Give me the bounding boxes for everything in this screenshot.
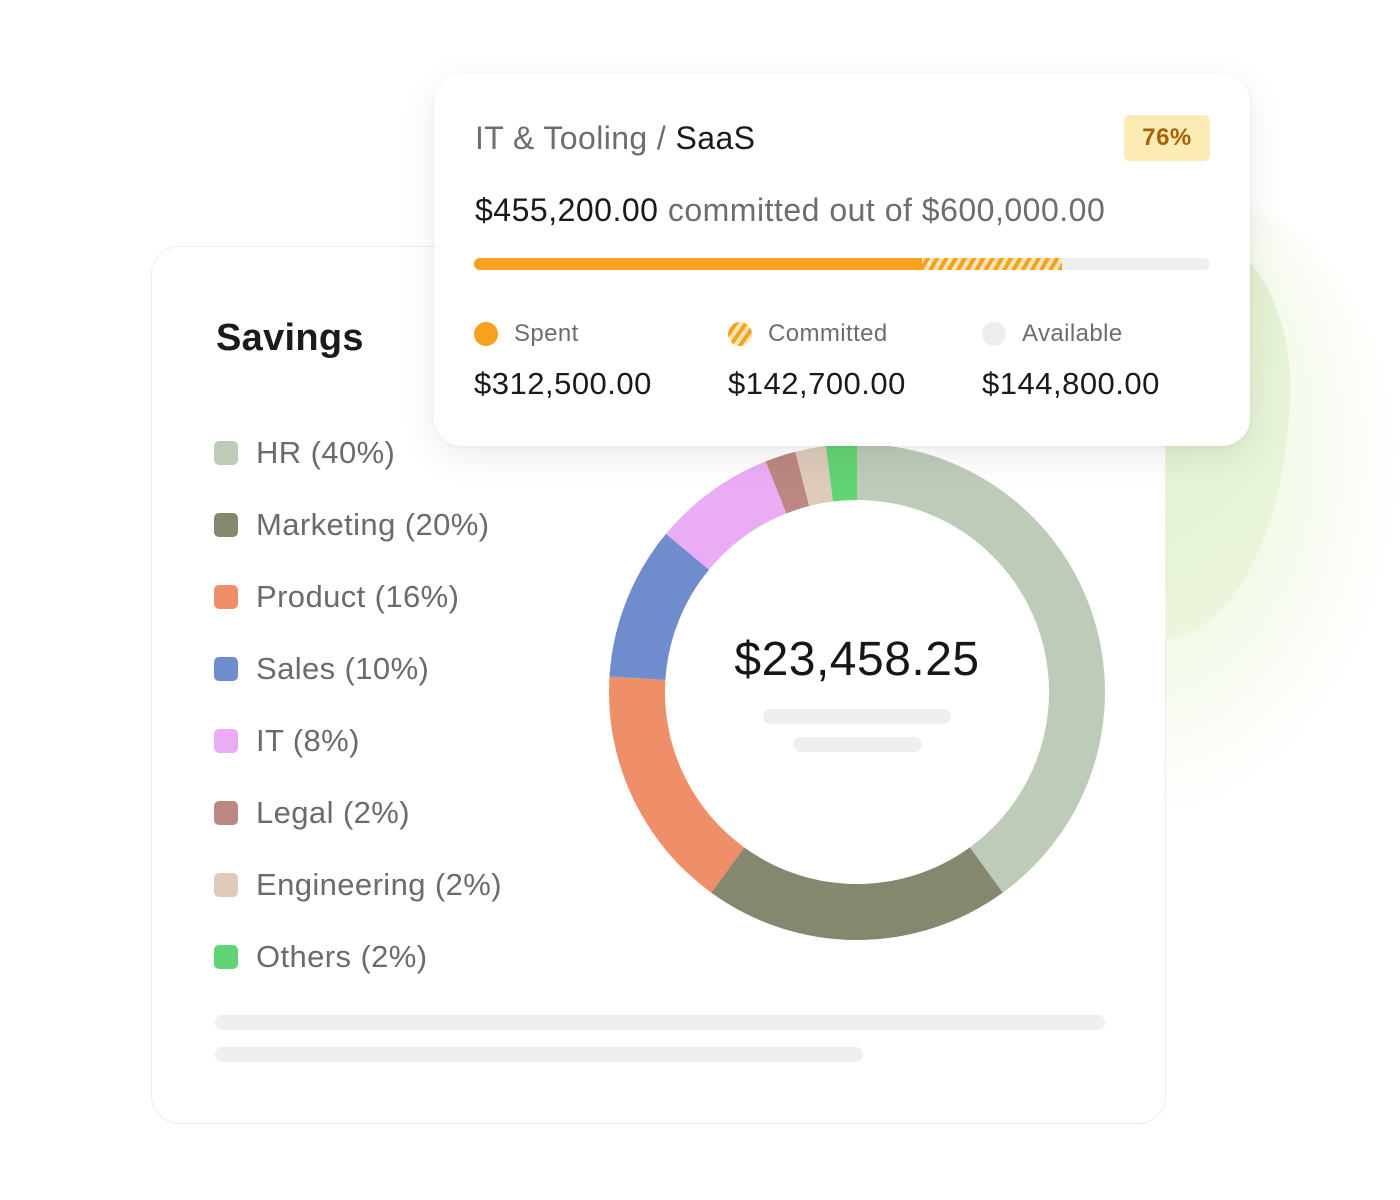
- savings-legend: HR (40%) Marketing (20%) Product (16%) S…: [214, 417, 502, 993]
- donut-slice-others[interactable]: [825, 444, 857, 502]
- legend-swatch: [214, 945, 238, 969]
- legend-item-marketing: Marketing (20%): [214, 489, 502, 561]
- placeholder-bar: [215, 1015, 1105, 1030]
- placeholder-bar: [215, 1047, 863, 1062]
- progress-spent-segment: [474, 258, 923, 270]
- breadcrumb: IT & Tooling / SaaS: [475, 120, 755, 157]
- legend-swatch: [214, 513, 238, 537]
- committed-total: $455,200.00: [475, 192, 659, 228]
- legend-swatch: [214, 873, 238, 897]
- stat-available: Available $144,800.00: [982, 319, 1236, 402]
- donut-slice-sales[interactable]: [609, 533, 710, 680]
- percent-badge: 76%: [1124, 115, 1210, 161]
- legend-item-engineering: Engineering (2%): [214, 849, 502, 921]
- savings-title: Savings: [216, 317, 364, 359]
- committed-dot-icon: [728, 322, 752, 346]
- available-dot-icon: [982, 322, 1006, 346]
- stat-value: $312,500.00: [474, 366, 652, 401]
- budget-detail-card[interactable]: IT & Tooling / SaaS 76% $455,200.00 comm…: [434, 74, 1250, 446]
- legend-item-sales: Sales (10%): [214, 633, 502, 705]
- donut-slice-it[interactable]: [665, 461, 787, 570]
- legend-swatch: [214, 729, 238, 753]
- commitment-text: committed out of: [658, 192, 922, 228]
- stat-label: Spent: [514, 320, 579, 347]
- breadcrumb-separator: /: [647, 120, 676, 156]
- legend-label: Others (2%): [256, 939, 428, 974]
- legend-item-hr: HR (40%): [214, 417, 502, 489]
- legend-item-others: Others (2%): [214, 921, 502, 993]
- legend-label: HR (40%): [256, 435, 396, 470]
- donut-slice-legal[interactable]: [765, 451, 810, 514]
- legend-label: Marketing (20%): [256, 507, 490, 542]
- legend-label: Engineering (2%): [256, 867, 502, 902]
- progress-committed-segment: [922, 258, 1063, 270]
- placeholder-bar: [763, 709, 951, 724]
- spent-dot-icon: [474, 322, 498, 346]
- donut-slice-hr[interactable]: [857, 444, 1105, 893]
- donut-slice-engineering[interactable]: [795, 445, 833, 507]
- legend-label: IT (8%): [256, 723, 360, 758]
- stat-label: Committed: [768, 320, 888, 347]
- legend-swatch: [214, 657, 238, 681]
- stat-value: $144,800.00: [982, 366, 1160, 401]
- legend-swatch: [214, 585, 238, 609]
- legend-item-legal: Legal (2%): [214, 777, 502, 849]
- legend-swatch: [214, 441, 238, 465]
- donut-slice-product[interactable]: [609, 676, 745, 893]
- legend-label: Product (16%): [256, 579, 460, 614]
- commitment-summary: $455,200.00 committed out of $600,000.00: [475, 192, 1105, 229]
- breadcrumb-subcategory: SaaS: [675, 120, 756, 156]
- legend-item-product: Product (16%): [214, 561, 502, 633]
- savings-donut-chart: [609, 444, 1105, 940]
- stat-spent: Spent $312,500.00: [474, 319, 728, 402]
- budget-stats: Spent $312,500.00 Committed $142,700.00 …: [474, 319, 1236, 402]
- breadcrumb-category[interactable]: IT & Tooling: [475, 120, 648, 156]
- budget-limit: $600,000.00: [921, 192, 1106, 228]
- budget-progress-bar: [474, 258, 1210, 270]
- savings-card: Savings HR (40%) Marketing (20%) Product…: [151, 246, 1166, 1124]
- donut-slice-marketing[interactable]: [711, 847, 1003, 940]
- legend-item-it: IT (8%): [214, 705, 502, 777]
- savings-total: $23,458.25: [734, 633, 980, 686]
- stat-committed: Committed $142,700.00: [728, 319, 982, 402]
- stat-value: $142,700.00: [728, 366, 906, 401]
- legend-swatch: [214, 801, 238, 825]
- legend-label: Sales (10%): [256, 651, 430, 686]
- placeholder-bar: [793, 737, 922, 752]
- legend-label: Legal (2%): [256, 795, 410, 830]
- stat-label: Available: [1022, 320, 1123, 347]
